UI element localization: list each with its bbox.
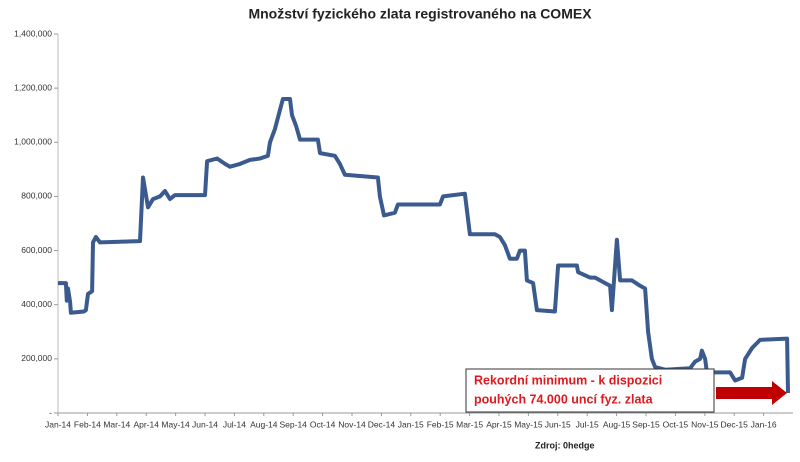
x-tick-label: Nov-15 — [691, 419, 719, 429]
x-tick-label: Sep-14 — [279, 419, 307, 429]
x-tick-label: Jul-15 — [576, 419, 599, 429]
x-tick-label: Jun-15 — [545, 419, 571, 429]
y-tick-label: 200,000 — [21, 353, 52, 363]
x-tick-label: Oct-15 — [663, 419, 689, 429]
x-tick-label: Dec-15 — [720, 419, 748, 429]
x-tick-label: Aug-14 — [250, 419, 278, 429]
x-tick-label: Apr-15 — [486, 419, 512, 429]
y-tick-label: 1,000,000 — [14, 137, 52, 147]
x-tick-label: May-15 — [514, 419, 543, 429]
x-tick-label: Jul-14 — [223, 419, 246, 429]
annotation-box — [465, 368, 715, 413]
source-note: Zdroj: 0hedge — [535, 440, 595, 450]
y-tick-label: 1,200,000 — [14, 82, 52, 92]
annotation-arrow — [716, 381, 787, 405]
y-tick-label: - — [49, 407, 52, 417]
y-tick-label: 800,000 — [21, 191, 52, 201]
x-tick-label: Aug-15 — [603, 419, 631, 429]
data-line — [58, 97, 790, 394]
x-tick-label: Mar-15 — [456, 419, 483, 429]
y-tick-label: 400,000 — [21, 299, 52, 309]
x-tick-label: Jun-14 — [192, 419, 218, 429]
annotation-text: Rekordní minimum - k dispozici — [474, 373, 662, 387]
y-tick-label: 1,400,000 — [14, 28, 52, 38]
x-tick-label: Sep-15 — [632, 419, 660, 429]
x-tick-label: Jan-15 — [398, 419, 424, 429]
x-tick-label: May-14 — [161, 419, 190, 429]
plot-area — [58, 97, 790, 394]
x-tick-label: Nov-14 — [338, 419, 366, 429]
x-tick-label: Jan-16 — [751, 419, 777, 429]
x-tick-label: Feb-15 — [427, 419, 454, 429]
x-tick-label: Jan-14 — [45, 419, 71, 429]
x-tick-label: Feb-14 — [74, 419, 101, 429]
x-tick-label: Apr-14 — [133, 419, 159, 429]
x-tick-label: Mar-14 — [103, 419, 130, 429]
x-tick-label: Dec-14 — [368, 419, 396, 429]
x-tick-label: Oct-14 — [310, 419, 336, 429]
annotation-text: pouhých 74.000 uncí fyz. zlata — [474, 392, 654, 406]
chart-title: Množství fyzického zlata registrovaného … — [248, 6, 592, 22]
y-tick-label: 600,000 — [21, 245, 52, 255]
